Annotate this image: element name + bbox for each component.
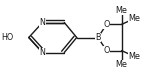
Text: N: N — [40, 48, 45, 57]
Text: Me: Me — [128, 52, 140, 61]
Text: O: O — [103, 46, 110, 55]
Text: HO: HO — [1, 33, 13, 42]
Text: Me: Me — [116, 60, 128, 69]
Text: B: B — [95, 33, 101, 42]
Text: O: O — [103, 20, 110, 29]
Text: Me: Me — [116, 6, 128, 15]
Text: Me: Me — [128, 14, 140, 23]
Text: N: N — [40, 18, 45, 27]
